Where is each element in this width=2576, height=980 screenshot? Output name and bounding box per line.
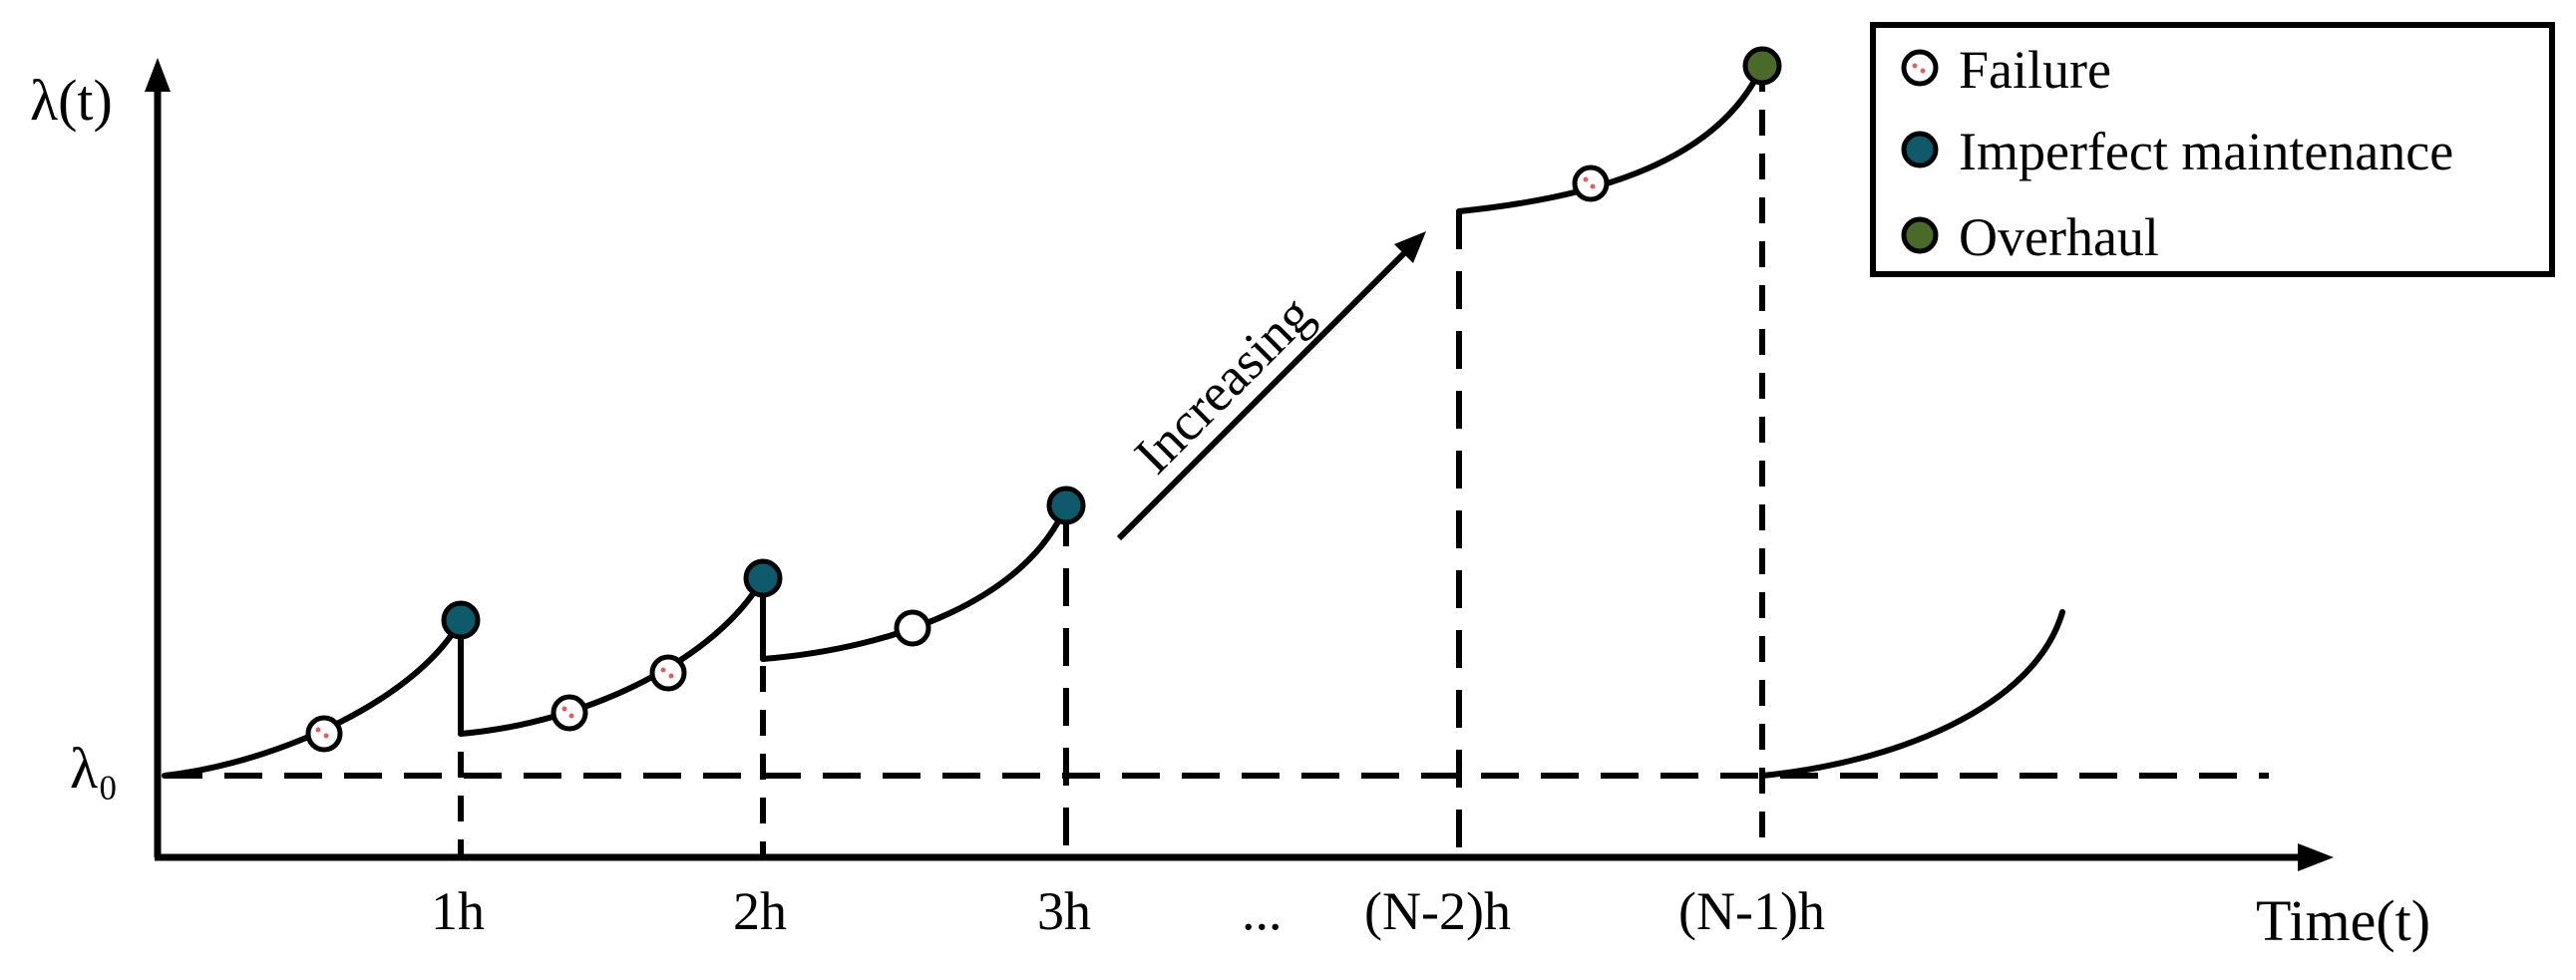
tick-label-ellipsis: ... bbox=[1242, 881, 1283, 941]
failure-marker-icon bbox=[305, 715, 343, 753]
tick-label-3h: 3h bbox=[1037, 881, 1091, 941]
curve-segment-2 bbox=[458, 575, 766, 737]
tick-label-1h: 1h bbox=[431, 881, 485, 941]
y-axis-title: λ(t) bbox=[30, 68, 113, 133]
legend-item-failure: Failure bbox=[1901, 40, 2111, 100]
tick-label-2h: 2h bbox=[733, 881, 787, 941]
increasing-arrow bbox=[1116, 236, 1421, 541]
legend-box bbox=[1870, 22, 2555, 277]
curve-segment-n1 bbox=[1759, 609, 2065, 779]
tick-label-n1h: (N-1)h bbox=[1678, 881, 1825, 941]
x-axis-arrowhead bbox=[2298, 843, 2334, 871]
legend-label-overhaul: Overhaul bbox=[1959, 207, 2159, 267]
curve-segment-1 bbox=[162, 617, 464, 779]
tick-label-n2h: (N-2)h bbox=[1364, 881, 1511, 941]
legend-label-imperfect-maintenance: Imperfect maintenance bbox=[1959, 122, 2453, 181]
imperfect-maintenance-marker-icon bbox=[1901, 131, 1939, 168]
imperfect-maintenance-marker-icon bbox=[1046, 486, 1086, 525]
failure-marker-icon bbox=[551, 694, 588, 732]
legend: Failure Imperfect maintenance Overhaul bbox=[1870, 22, 2555, 277]
failure-marker-icon bbox=[894, 609, 931, 647]
y-axis-arrowhead bbox=[145, 58, 171, 92]
failure-marker-icon bbox=[1572, 164, 1610, 202]
legend-item-overhaul: Overhaul bbox=[1901, 207, 2159, 267]
x-axis-title: Time(t) bbox=[2256, 888, 2430, 953]
increasing-annotation: Increasing bbox=[1123, 284, 1323, 485]
failure-marker-icon bbox=[1901, 49, 1939, 87]
curve-segment-n2 bbox=[1456, 63, 1765, 214]
curve-segment-3 bbox=[760, 502, 1069, 662]
overhaul-marker-icon bbox=[1742, 46, 1782, 86]
imperfect-maintenance-marker-icon bbox=[743, 558, 783, 598]
legend-label-failure: Failure bbox=[1959, 40, 2111, 100]
baseline-label: λ₀ bbox=[70, 736, 118, 801]
legend-item-imperfect-maintenance: Imperfect maintenance bbox=[1901, 122, 2453, 181]
imperfect-maintenance-marker-icon bbox=[441, 600, 481, 640]
failure-marker-icon bbox=[649, 654, 687, 692]
overhaul-marker-icon bbox=[1901, 216, 1939, 254]
increasing-arrowhead bbox=[1394, 231, 1426, 263]
